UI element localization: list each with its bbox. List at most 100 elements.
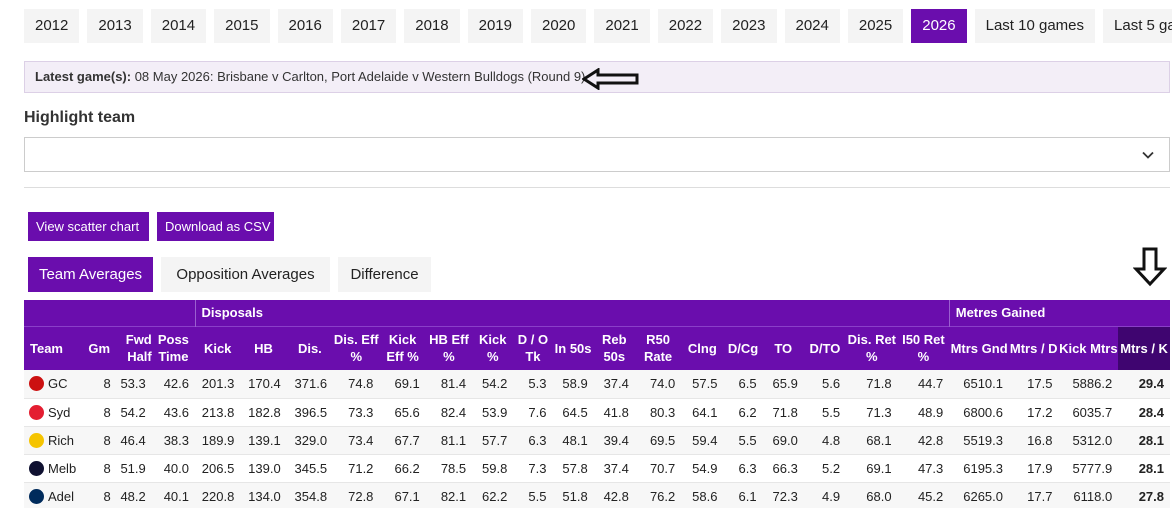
column-header-poss-time[interactable]: Poss Time [151,325,196,370]
table-cell: 57.8 [552,454,594,483]
year-tab-last-10-games[interactable]: Last 10 games [974,9,1096,43]
syd-logo-icon [29,404,44,420]
column-header-kick[interactable]: Kick % [472,325,514,370]
column-header-gm[interactable]: Gm [81,325,117,370]
table-cell: 354.8 [286,482,334,508]
table-cell: 27.8 [1118,482,1170,508]
year-tab-2013[interactable]: 2013 [87,9,143,43]
column-header-kick[interactable]: Kick [195,325,241,370]
tab-opposition-averages[interactable]: Opposition Averages [161,257,330,292]
year-tab-2024[interactable]: 2024 [784,9,840,43]
column-header-fwd-half[interactable]: Fwd Half [116,325,152,370]
year-tab-2017[interactable]: 2017 [340,9,397,43]
year-tab-2022[interactable]: 2022 [657,9,714,43]
highlight-team-select[interactable] [24,137,1170,172]
table-cell: 40.0 [151,454,196,483]
table-cell: 7.3 [513,454,553,483]
table-cell: 40.1 [151,482,196,508]
year-tab-2019[interactable]: 2019 [467,9,523,43]
table-cell: 68.0 [846,482,898,508]
column-header-kick-mtrs[interactable]: Kick Mtrs [1058,325,1119,370]
table-cell: 54.9 [681,454,724,483]
table-cell: 134.0 [240,482,287,508]
table-cell: 70.7 [634,454,682,483]
column-header-mtrs-gnd[interactable]: Mtrs Gnd [949,325,1009,370]
year-tab-2014[interactable]: 2014 [150,9,207,43]
column-header-team[interactable]: Team [24,325,82,370]
adel-logo-icon [29,488,44,504]
year-tab-2018[interactable]: 2018 [404,9,460,43]
table-cell: 5.6 [803,370,847,399]
column-header-d-o-tk[interactable]: D / O Tk [513,325,553,370]
table-cell: 371.6 [286,370,334,399]
year-tab-2016[interactable]: 2016 [277,9,333,43]
year-tab-2015[interactable]: 2015 [214,9,270,43]
table-cell: 72.3 [762,482,804,508]
table-row: Adel 8 48.2 40.1 220.8 134.0 354.8 72.8 67.1 82.1… [24,482,1170,508]
table-cell: 206.5 [195,454,241,483]
table-cell: 6118.0 [1058,482,1119,508]
table-row: Melb 8 51.9 40.0 206.5 139.0 345.5 71.2 66.2 78.5… [24,454,1170,483]
column-header-in-50s[interactable]: In 50s [552,325,594,370]
column-header-i50-ret[interactable]: I50 Ret % [897,325,950,370]
table-cell: 5312.0 [1058,426,1119,455]
year-tab-2023[interactable]: 2023 [721,9,777,43]
table-cell: 6.2 [723,398,763,427]
table-cell: 28.4 [1118,398,1170,427]
table-cell: 47.3 [897,454,950,483]
column-header-reb-50s[interactable]: Reb 50s [593,325,635,370]
year-tab-last-5-games[interactable]: Last 5 games [1103,9,1172,43]
column-header-dis-ret[interactable]: Dis. Ret % [846,325,898,370]
tab-team-averages[interactable]: Team Averages [28,257,153,292]
group-header-blank [24,300,196,326]
table-cell: 37.4 [593,454,635,483]
column-header-hb-eff[interactable]: HB Eff % [425,325,473,370]
column-header-dis[interactable]: Dis. [286,325,334,370]
stats-table-container[interactable]: Disposals Metres Gained Team Gm Fwd Half Po… [24,300,1170,508]
table-cell: 5886.2 [1058,370,1119,399]
table-cell: 5.5 [513,482,553,508]
table-cell: 78.5 [425,454,473,483]
column-header-hb[interactable]: HB [240,325,287,370]
tab-difference[interactable]: Difference [338,257,431,292]
table-cell: 71.8 [846,370,898,399]
year-tab-2020[interactable]: 2020 [531,9,587,43]
year-tab-2021[interactable]: 2021 [594,9,650,43]
column-header-r50-rate[interactable]: R50 Rate [634,325,682,370]
table-cell: 38.3 [151,426,196,455]
table-row: Rich 8 46.4 38.3 189.9 139.1 329.0 73.4 67.7 81.1… [24,426,1170,455]
latest-games-label: Latest game(s): [35,69,132,84]
table-cell: 4.8 [803,426,847,455]
year-tabs: 2012 2013 2014 2015 2016 2017 2018 2019 2020 2021… [24,9,1172,43]
table-cell: 45.2 [897,482,950,508]
download-csv-button[interactable]: Download as CSV [157,212,274,241]
column-header-d-cg[interactable]: D/Cg [723,325,763,370]
column-header-kick-eff[interactable]: Kick Eff % [379,325,426,370]
view-scatter-chart-button[interactable]: View scatter chart [28,212,149,241]
table-cell: 28.1 [1118,454,1170,483]
column-header-mtrs-d[interactable]: Mtrs / D [1009,325,1059,370]
team-name: Adel [48,488,75,504]
column-header-dis-eff[interactable]: Dis. Eff % [333,325,380,370]
year-tab-2026[interactable]: 2026 [911,9,967,43]
table-cell: 58.6 [681,482,724,508]
table-cell: 6195.3 [949,454,1009,483]
team-cell: Syd [24,398,82,427]
column-header-to[interactable]: TO [762,325,804,370]
table-cell: 44.7 [897,370,950,399]
year-tab-2012[interactable]: 2012 [24,9,80,43]
table-cell: 57.5 [681,370,724,399]
column-header-d-to[interactable]: D/TO [803,325,847,370]
table-cell: 72.8 [333,482,380,508]
column-header-mtrs-k[interactable]: Mtrs / K [1118,325,1170,370]
gc-logo-icon [29,376,44,392]
table-cell: 81.4 [425,370,473,399]
table-cell: 64.1 [681,398,724,427]
table-cell: 54.2 [116,398,152,427]
divider [24,187,1170,188]
table-cell: 48.2 [116,482,152,508]
group-header-metres-gained: Metres Gained [948,300,1170,326]
column-header-clng[interactable]: Clng [681,325,724,370]
year-tab-2025[interactable]: 2025 [847,9,904,43]
table-cell: 17.9 [1009,454,1059,483]
